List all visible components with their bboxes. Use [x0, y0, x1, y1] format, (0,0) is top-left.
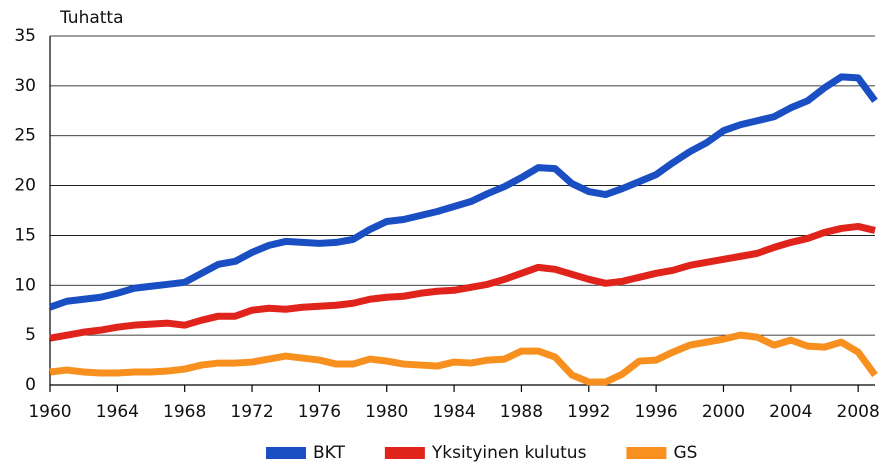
series-line: [49, 331, 878, 386]
y-tick-label: 15: [14, 225, 36, 245]
x-tick-label: 1996: [634, 402, 677, 422]
x-tick-label: 1964: [96, 402, 139, 422]
y-tick-label: 25: [14, 126, 36, 146]
legend-label: BKT: [313, 443, 345, 463]
legend-swatch: [384, 447, 425, 459]
legend-label: GS: [673, 443, 697, 463]
series-line: [48, 73, 878, 311]
x-tick-label: 2004: [769, 402, 812, 422]
y-tick-label: 20: [14, 176, 36, 196]
x-tick-label: 1968: [163, 402, 206, 422]
x-tick-label: 1988: [500, 402, 543, 422]
legend-swatch: [266, 447, 306, 459]
y-tick-label: 5: [25, 325, 36, 345]
series-line: [49, 222, 876, 342]
x-tick-label: 1984: [432, 402, 475, 422]
x-tick-label: 1972: [230, 402, 273, 422]
chart-title: Tuhatta: [59, 8, 124, 28]
x-tick-label: 1992: [567, 402, 610, 422]
y-tick-label: 30: [14, 76, 36, 96]
y-tick-label: 0: [25, 375, 36, 395]
y-tick-label: 35: [14, 26, 36, 46]
y-tick-label: 10: [14, 275, 36, 295]
x-tick-label: 1976: [298, 402, 341, 422]
legend-swatch: [626, 447, 667, 459]
x-tick-label: 1960: [28, 402, 71, 422]
x-tick-label: 2008: [837, 402, 880, 422]
x-tick-label: 1980: [365, 402, 408, 422]
x-tick-label: 2000: [702, 402, 745, 422]
legend-label: Yksityinen kulutus: [431, 443, 587, 463]
